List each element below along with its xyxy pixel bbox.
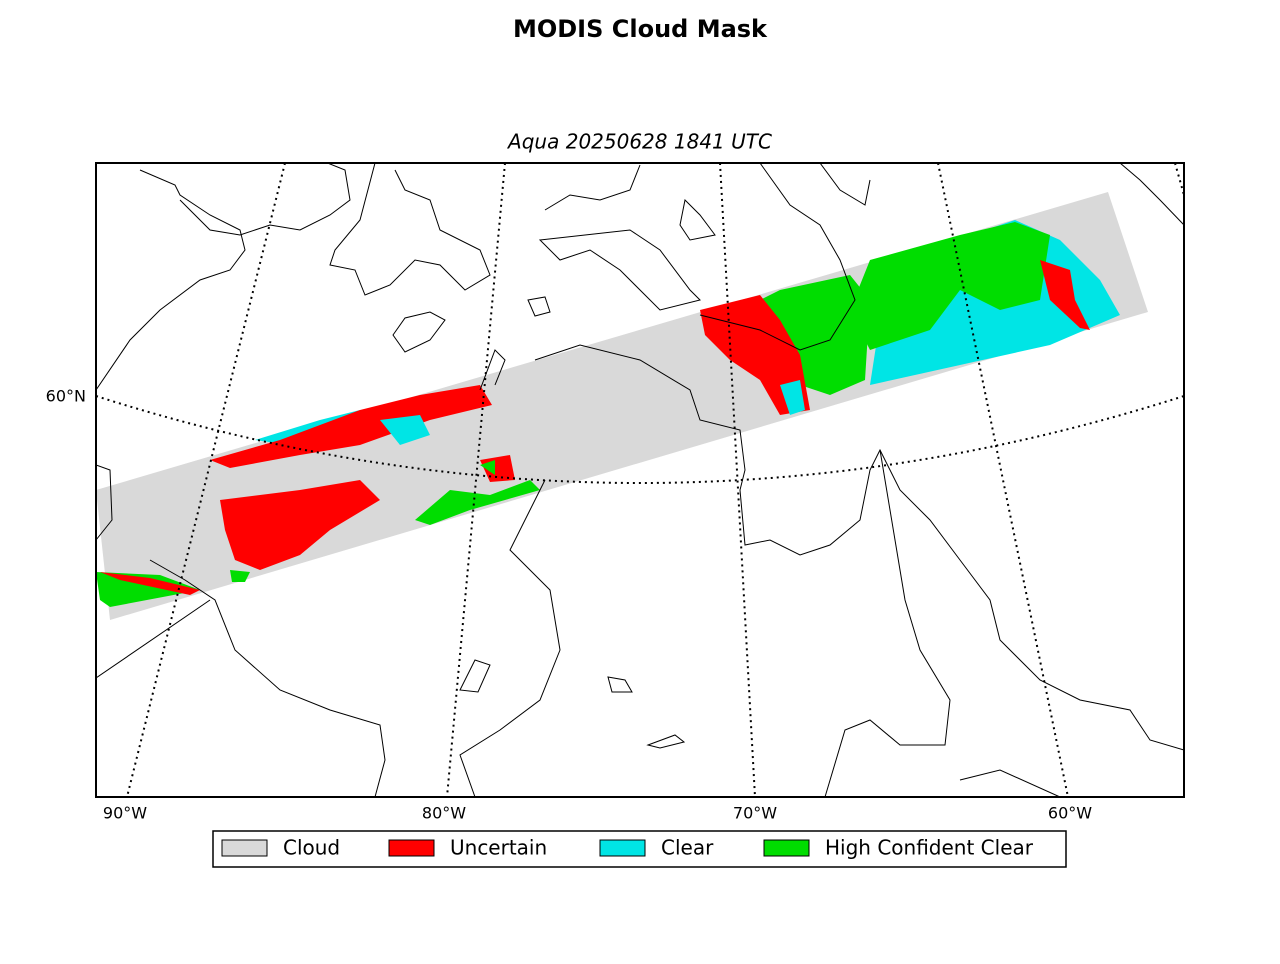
- legend-swatch: [388, 839, 435, 857]
- legend-label: Clear: [661, 836, 714, 860]
- swath-patch: [230, 570, 250, 582]
- meridian: [126, 163, 286, 797]
- longitude-label: 70°W: [733, 804, 777, 823]
- coastline: [679, 198, 716, 241]
- meridian: [446, 163, 506, 797]
- legend-swatch: [599, 839, 646, 857]
- coastline: [699, 163, 856, 351]
- swath-patch: [1040, 260, 1090, 330]
- map-frame: [95, 162, 1185, 798]
- longitude-label: 80°W: [422, 804, 466, 823]
- coastline: [179, 163, 351, 236]
- coastline: [824, 449, 1061, 797]
- swath-patch: [100, 572, 200, 595]
- latitude-label: 60°N: [46, 387, 86, 406]
- coastline: [527, 296, 551, 317]
- coastline: [819, 163, 871, 206]
- coastline: [459, 479, 561, 797]
- swath-patch: [96, 572, 200, 607]
- swath: [96, 192, 1148, 620]
- swath-patch: [850, 222, 1050, 350]
- title: MODIS Cloud Mask: [513, 15, 768, 43]
- coastline: [1119, 163, 1184, 226]
- coastline: [479, 344, 1184, 751]
- swath-patch: [220, 480, 380, 570]
- swath-patch: [480, 460, 495, 475]
- swath-patch: [255, 410, 360, 445]
- meridian: [719, 163, 756, 797]
- subtitle: Aqua 20250628 1841 UTC: [506, 130, 772, 154]
- swath-patch: [210, 385, 492, 468]
- coastline: [329, 163, 491, 296]
- coastline: [96, 169, 246, 391]
- parallel: [96, 395, 1184, 484]
- swath-patch: [380, 415, 430, 445]
- legend-label: Cloud: [283, 836, 340, 860]
- map-area: [96, 163, 1184, 797]
- meridian: [1174, 163, 1184, 196]
- swath-patch: [780, 380, 805, 415]
- swath-patch: [480, 455, 515, 482]
- coastlines: [96, 163, 1184, 797]
- swath-patch: [415, 480, 540, 525]
- longitude-label: 90°W: [103, 804, 147, 823]
- longitude-label: 60°W: [1048, 804, 1092, 823]
- legend: Cloud Uncertain Clear High Confident Clear: [221, 836, 1034, 860]
- axis-labels: 90°W 80°W 70°W 60°W 60°N: [46, 387, 1093, 823]
- legend-label: Uncertain: [450, 836, 547, 860]
- legend-label: High Confident Clear: [825, 836, 1034, 860]
- legend-swatch: [221, 839, 268, 857]
- graticule: [96, 163, 1184, 797]
- coastline: [96, 464, 386, 797]
- coastline: [459, 659, 686, 749]
- coastline: [392, 311, 446, 353]
- legend-swatch: [763, 839, 810, 857]
- coastline: [538, 164, 701, 311]
